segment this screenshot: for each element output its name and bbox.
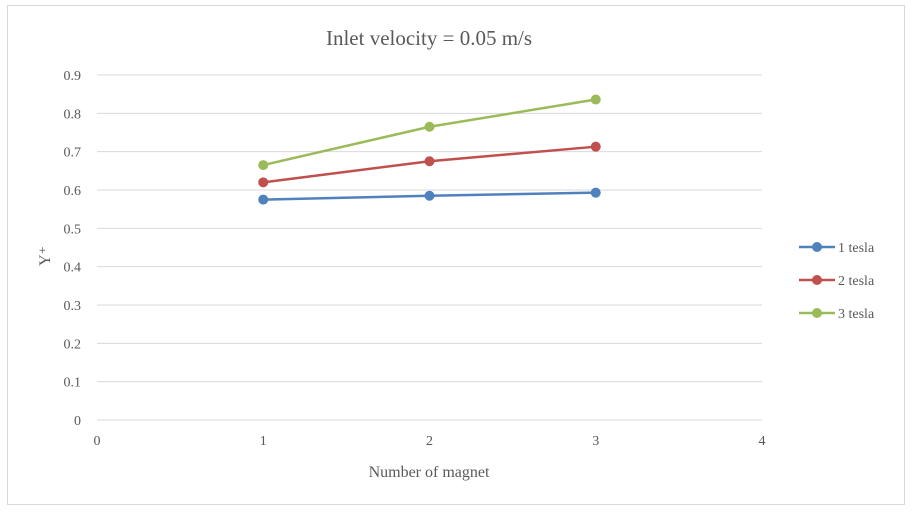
chart-title: Inlet velocity = 0.05 m/s (326, 26, 532, 50)
series-3-point-3 (590, 94, 601, 105)
y-tick-label-6: 0.6 (64, 184, 82, 199)
y-tick-label-1: 0.1 (64, 376, 82, 391)
series-3-point-1 (258, 160, 269, 171)
series-1-point-1 (258, 194, 269, 205)
y-tick-label-7: 0.7 (64, 146, 82, 161)
series-2-point-3 (590, 141, 601, 152)
legend: 1 tesla 2 tesla 3 tesla (799, 241, 875, 322)
y-tick-label-3: 0.3 (64, 299, 82, 314)
y-tick-label-2: 0.2 (64, 337, 82, 352)
series-line-3 (262, 98, 596, 167)
x-tick-label-0: 0 (94, 434, 101, 449)
series-layer (258, 94, 601, 205)
chart-frame (7, 5, 905, 505)
y-axis-label: Y⁺ (37, 246, 54, 266)
grid-lines (97, 74, 762, 421)
series-1-point-3 (590, 187, 601, 198)
series-2-point-2 (424, 156, 435, 167)
legend-label-2: 2 tesla (838, 274, 875, 289)
series-1-point-2 (424, 190, 435, 201)
x-tick-label-1: 1 (260, 434, 267, 449)
x-axis-label: Number of magnet (369, 464, 490, 481)
legend-marker-2 (812, 275, 822, 285)
x-tick-label-4: 4 (759, 434, 766, 449)
x-tick-label-2: 2 (426, 434, 433, 449)
y-tick-label-8: 0.8 (64, 107, 82, 122)
y-tick-labels: 0 0.1 0.2 0.3 0.4 0.5 0.6 0.7 0.8 0.9 (64, 69, 82, 429)
series-3-point-2 (424, 121, 435, 132)
x-tick-label-3: 3 (592, 434, 599, 449)
y-tick-label-0: 0 (74, 414, 81, 429)
legend-label-1: 1 tesla (838, 241, 875, 256)
series-2-point-1 (258, 177, 269, 188)
legend-marker-3 (812, 308, 822, 318)
legend-marker-1 (812, 242, 822, 252)
x-tick-labels: 0 1 2 3 4 (94, 434, 766, 449)
y-tick-label-5: 0.5 (64, 222, 82, 237)
legend-label-3: 3 tesla (838, 307, 875, 322)
y-tick-label-9: 0.9 (64, 69, 82, 84)
y-tick-label-4: 0.4 (64, 261, 82, 276)
